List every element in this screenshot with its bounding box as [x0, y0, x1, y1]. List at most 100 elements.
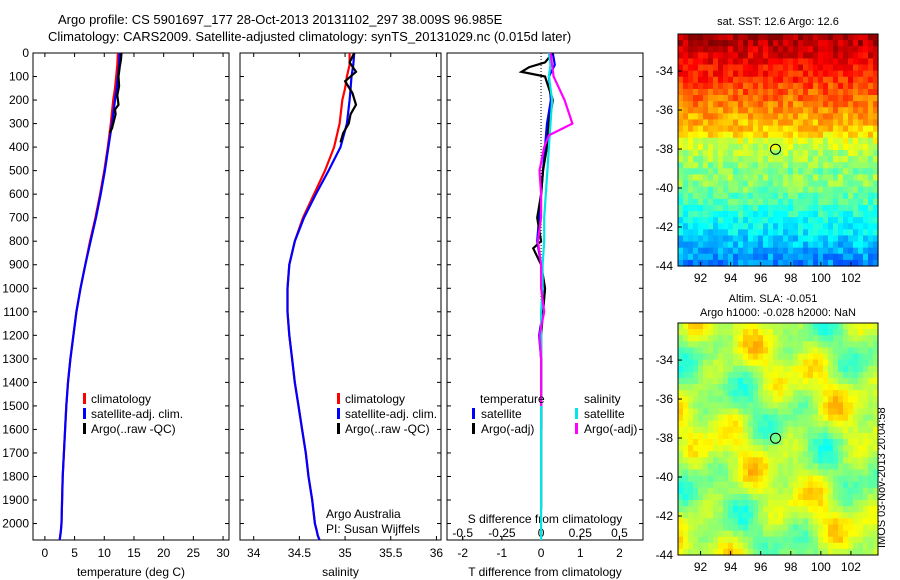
sst_map-cell: [808, 204, 814, 212]
sst_map-cell: [823, 241, 829, 249]
sst_map-cell: [768, 88, 774, 96]
sst_map-cell: [808, 174, 814, 182]
sla_map-cell: [818, 542, 824, 550]
sst_map-cell: [718, 40, 724, 47]
sla_map-cell: [848, 439, 854, 446]
sla_map-cell: [853, 384, 859, 391]
sst_map-cell: [753, 156, 759, 163]
sst_map-cell: [763, 198, 769, 206]
sst_map-cell: [848, 162, 854, 169]
sla_map-cell: [773, 548, 779, 556]
sla_map-cell: [863, 500, 869, 507]
sst_map-cell: [863, 113, 869, 121]
sst_map-cell: [813, 58, 819, 66]
sst_map-cell: [708, 143, 714, 151]
sla_map-cell: [683, 439, 689, 446]
sst_map-cell: [688, 259, 694, 267]
sla_map-cell: [858, 469, 864, 477]
sst_map-cell: [853, 211, 859, 218]
sst_map-cell: [708, 174, 714, 182]
sla_map-cell: [843, 469, 849, 477]
sla_map-cell: [698, 384, 704, 391]
sst_map-cell: [818, 52, 824, 60]
sst_map-cell: [778, 46, 784, 53]
sst_map-cell: [698, 58, 704, 66]
sla_map-cell: [813, 524, 819, 532]
sst_map-cell: [713, 70, 719, 78]
sst_map-cell: [708, 168, 714, 176]
sla_map-cell: [678, 341, 684, 349]
sla_map-cell: [818, 475, 824, 483]
sst_map-cell: [858, 223, 864, 230]
sst_map-cell: [728, 253, 734, 261]
sla_map-cell: [718, 329, 724, 336]
sla_map-cell: [718, 475, 724, 483]
sla_map-cell: [733, 451, 739, 458]
sla_map-cell: [778, 365, 784, 373]
sla_map-cell: [753, 475, 759, 483]
sst_map-cell: [778, 52, 784, 60]
sla_map-cell: [713, 475, 719, 483]
sla_map-cell: [793, 512, 799, 519]
sla_map-cell: [778, 408, 784, 416]
sla_map-cell: [848, 390, 854, 397]
sst_map-cell: [793, 88, 799, 96]
sst_map-cell: [743, 162, 749, 169]
sla_map-cell: [853, 396, 859, 403]
sla_map-cell: [838, 475, 844, 483]
sst_map-cell: [713, 198, 719, 206]
sst_map-cell: [813, 52, 819, 60]
sst_map-cell: [703, 186, 709, 194]
salinity-xlabel: salinity: [322, 565, 359, 579]
sla_map-cell: [708, 530, 714, 538]
sla_map-cell: [828, 457, 834, 465]
sst_map-cell: [758, 217, 764, 224]
sla_map-cell: [848, 530, 854, 538]
sla_map-cell: [843, 420, 849, 428]
sst_map-cell: [743, 259, 749, 267]
sla_map-cell: [838, 341, 844, 349]
sst_map-cell: [718, 229, 724, 237]
sla_map-cell: [798, 530, 804, 538]
sla_map-cell: [803, 347, 809, 355]
sla_map-cell: [868, 518, 874, 526]
sst_map-cell: [858, 247, 864, 255]
sla_map-cell: [758, 414, 764, 422]
sst_map-cell: [788, 58, 794, 66]
sst_map-cell: [823, 259, 829, 267]
sla_map-cell: [783, 359, 789, 367]
sla_map-cell: [728, 402, 734, 410]
sst_map-cell: [768, 217, 774, 224]
sla_map-cell: [788, 329, 794, 336]
sla_map-cell: [688, 439, 694, 446]
sst_map-cell: [738, 34, 744, 41]
sst_map-cell: [778, 113, 784, 121]
sst_map-cell: [753, 76, 759, 84]
sla_map-cell: [853, 420, 859, 428]
sst_map-cell: [843, 46, 849, 53]
sla_map-cell: [843, 414, 849, 422]
sla_map-cell: [798, 341, 804, 349]
sst_map-cell: [738, 162, 744, 169]
sst_map-cell: [873, 119, 879, 127]
sla_map-cell: [868, 347, 874, 355]
sst_map-cell: [788, 64, 794, 72]
sst_map-cell: [723, 223, 729, 230]
sla_map-cell: [693, 457, 699, 465]
sla_map-cell: [858, 359, 864, 367]
sla_map-cell: [733, 548, 739, 556]
sst_map-cell: [813, 46, 819, 53]
sst_map-cell: [868, 204, 874, 212]
sst_map-cell: [703, 192, 709, 200]
sla_map-cell: [858, 402, 864, 410]
sla_map-cell: [683, 335, 689, 342]
sla_map-cell: [718, 402, 724, 410]
sst_map-cell: [838, 46, 844, 53]
sla_map-cell: [848, 384, 854, 391]
sst_map-cell: [763, 229, 769, 237]
sst_map-cell: [818, 180, 824, 188]
sla_map-cell: [748, 463, 754, 471]
sst_map-cell: [808, 107, 814, 114]
sla_map-cell: [868, 384, 874, 391]
sla_map-cell: [823, 542, 829, 550]
